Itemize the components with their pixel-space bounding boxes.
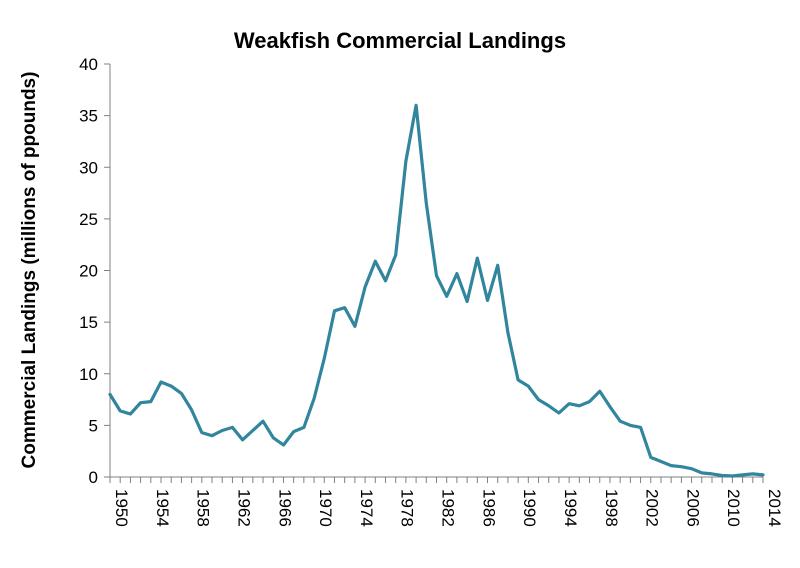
y-axis-label: Commercial Landings (millions of ppounds… bbox=[19, 72, 40, 469]
x-tick-label: 1978 bbox=[398, 489, 417, 527]
y-tick-label: 25 bbox=[79, 210, 98, 229]
x-tick-label: 2010 bbox=[724, 489, 743, 527]
x-tick-label: 1974 bbox=[357, 489, 376, 527]
y-tick-label: 40 bbox=[79, 55, 98, 74]
y-tick-label: 35 bbox=[79, 107, 98, 126]
x-tick-label: 1998 bbox=[602, 489, 621, 527]
y-tick-label: 5 bbox=[89, 416, 98, 435]
x-tick-label: 1970 bbox=[316, 489, 335, 527]
x-axis-ticks: 1950 1954 1958 1962 1966 1970 1974 1978 1982 1986… bbox=[109, 477, 784, 527]
y-axis-ticks: 0 5 10 15 20 25 30 35 40 bbox=[79, 55, 110, 487]
x-tick-label: 1958 bbox=[194, 489, 213, 527]
x-tick-label: 1990 bbox=[520, 489, 539, 527]
y-tick-label: 15 bbox=[79, 313, 98, 332]
series-line bbox=[108, 103, 765, 478]
y-tick-label: 30 bbox=[79, 158, 98, 177]
x-tick-label: 1994 bbox=[561, 489, 580, 527]
x-tick-label: 2006 bbox=[683, 489, 702, 527]
x-tick-label: 1982 bbox=[439, 489, 458, 527]
y-tick-label: 10 bbox=[79, 365, 98, 384]
chart-title: Weakfish Commercial Landings bbox=[234, 28, 566, 53]
x-tick-label: 1950 bbox=[112, 489, 131, 527]
x-tick-label: 2002 bbox=[643, 489, 662, 527]
x-tick-label: 2014 bbox=[765, 489, 784, 527]
y-tick-label: 20 bbox=[79, 262, 98, 281]
x-tick-label: 1954 bbox=[153, 489, 172, 527]
x-tick-label: 1986 bbox=[479, 489, 498, 527]
x-tick-label: 1966 bbox=[275, 489, 294, 527]
y-tick-label: 0 bbox=[89, 468, 98, 487]
x-tick-label: 1962 bbox=[234, 489, 253, 527]
